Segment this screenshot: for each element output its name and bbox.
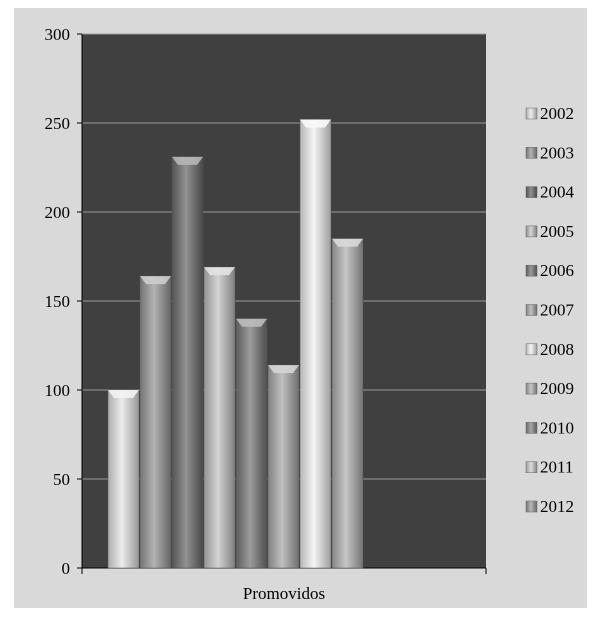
legend-label-2008: 2008 bbox=[540, 340, 574, 359]
legend-swatch-2011 bbox=[525, 461, 538, 473]
legend-swatch-2003 bbox=[525, 147, 538, 159]
legend-label-2004: 2004 bbox=[540, 183, 575, 202]
legend-label-2002: 2002 bbox=[540, 104, 574, 123]
legend-swatch-2006 bbox=[525, 264, 538, 277]
legend-label-2010: 2010 bbox=[540, 418, 574, 437]
legend-swatch-2012 bbox=[525, 500, 538, 513]
bar-2002 bbox=[107, 389, 140, 569]
bar-cap-2003 bbox=[140, 276, 171, 285]
legend-label-2009: 2009 bbox=[540, 379, 574, 398]
bar-cap-2008 bbox=[300, 119, 331, 128]
y-tick-label: 300 bbox=[45, 25, 71, 44]
bar-cap-2007 bbox=[268, 365, 299, 374]
legend-swatch-2004 bbox=[525, 186, 538, 198]
legend-label-2003: 2003 bbox=[540, 143, 574, 162]
y-tick-label: 100 bbox=[45, 381, 71, 400]
legend-label-2006: 2006 bbox=[540, 261, 574, 280]
y-tick-label: 250 bbox=[45, 114, 71, 133]
legend-label-2012: 2012 bbox=[540, 497, 574, 516]
bar-cap-2004 bbox=[172, 156, 203, 165]
y-tick-label: 150 bbox=[45, 292, 71, 311]
legend-swatch-2002 bbox=[525, 107, 538, 120]
legend-swatch-2007 bbox=[525, 304, 538, 316]
legend-label-2005: 2005 bbox=[540, 222, 574, 241]
legend-swatch-2005 bbox=[525, 225, 538, 238]
bar-cap-2006 bbox=[236, 318, 267, 327]
bar-2007 bbox=[267, 364, 300, 569]
bar-2006 bbox=[235, 318, 268, 569]
legend-swatch-2010 bbox=[525, 422, 538, 434]
legend-swatch-2008 bbox=[525, 343, 538, 356]
bar-2008 bbox=[299, 119, 332, 569]
bar-cap-2009 bbox=[332, 238, 363, 247]
legend-label-2007: 2007 bbox=[540, 301, 575, 320]
bar-cap-2002 bbox=[108, 390, 139, 398]
bar-2004 bbox=[171, 156, 204, 569]
bars bbox=[107, 119, 364, 569]
legend: 2002 2003 2004 2005 2006 2007 2008 2009 2010 2011… bbox=[525, 104, 575, 516]
bar-cap-2005 bbox=[204, 267, 235, 276]
legend-label-2011: 2011 bbox=[540, 458, 573, 477]
bar-2005 bbox=[203, 266, 236, 569]
y-tick-label: 0 bbox=[62, 559, 71, 578]
legend-swatch-2009 bbox=[525, 382, 538, 395]
x-category-label: Promovidos bbox=[243, 584, 325, 603]
bar-2003 bbox=[139, 275, 172, 569]
y-tick-label: 50 bbox=[53, 470, 70, 489]
bar-2009 bbox=[331, 238, 364, 569]
y-tick-label: 200 bbox=[45, 203, 71, 222]
